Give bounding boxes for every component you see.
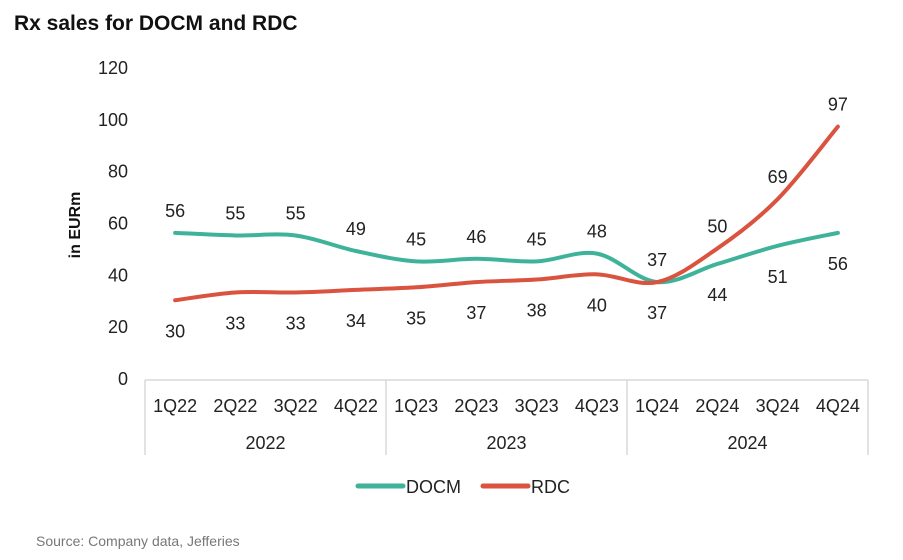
data-label-rdc: 33: [286, 313, 306, 333]
x-tick-label: 4Q23: [575, 396, 619, 416]
data-label-rdc: 35: [406, 308, 426, 328]
data-label-docm: 46: [466, 227, 486, 247]
x-tick-label: 2Q22: [213, 396, 257, 416]
y-tick-label: 60: [108, 214, 128, 234]
x-tick-label: 1Q24: [635, 396, 679, 416]
data-label-rdc: 50: [707, 216, 727, 236]
data-label-rdc: 30: [165, 321, 185, 341]
x-tick-label: 2Q23: [454, 396, 498, 416]
data-label-docm: 37: [647, 250, 667, 270]
x-group-label: 2022: [245, 433, 285, 453]
legend-label-docm: DOCM: [406, 477, 461, 497]
data-label-rdc: 34: [346, 311, 366, 331]
legend-label-rdc: RDC: [531, 477, 570, 497]
y-tick-label: 100: [98, 110, 128, 130]
chart-title: Rx sales for DOCM and RDC: [14, 12, 298, 35]
y-axis-label: in EURm: [67, 192, 84, 259]
data-label-docm: 45: [527, 229, 547, 249]
data-label-docm: 45: [406, 229, 426, 249]
y-tick-label: 0: [118, 369, 128, 389]
data-label-rdc: 33: [225, 313, 245, 333]
data-label-docm: 48: [587, 222, 607, 242]
x-tick-label: 1Q23: [394, 396, 438, 416]
x-group-label: 2023: [486, 433, 526, 453]
data-label-docm: 55: [286, 203, 306, 223]
data-label-rdc: 69: [768, 167, 788, 187]
source-note: Source: Company data, Jefferies: [36, 533, 240, 549]
x-tick-label: 4Q24: [816, 396, 860, 416]
y-tick-label: 20: [108, 317, 128, 337]
data-label-docm: 56: [165, 201, 185, 221]
x-tick-label: 3Q22: [274, 396, 318, 416]
series-line-docm: [173, 230, 840, 285]
data-label-rdc: 37: [466, 303, 486, 323]
data-label-rdc: 37: [647, 303, 667, 323]
x-tick-label: 3Q24: [756, 396, 800, 416]
data-label-rdc: 97: [828, 95, 848, 115]
x-tick-label: 2Q24: [695, 396, 739, 416]
data-label-docm: 49: [346, 219, 366, 239]
series-line-rdc: [173, 124, 840, 303]
data-label-docm: 44: [707, 285, 727, 305]
x-tick-label: 4Q22: [334, 396, 378, 416]
data-label-rdc: 38: [527, 301, 547, 321]
x-group-label: 2024: [727, 433, 767, 453]
data-label-docm: 51: [768, 267, 788, 287]
y-tick-label: 80: [108, 162, 128, 182]
data-label-docm: 55: [225, 203, 245, 223]
x-tick-label: 3Q23: [515, 396, 559, 416]
data-label-rdc: 40: [587, 295, 607, 315]
x-tick-label: 1Q22: [153, 396, 197, 416]
y-tick-label: 40: [108, 265, 128, 285]
data-label-docm: 56: [828, 254, 848, 274]
y-tick-label: 120: [98, 58, 128, 78]
